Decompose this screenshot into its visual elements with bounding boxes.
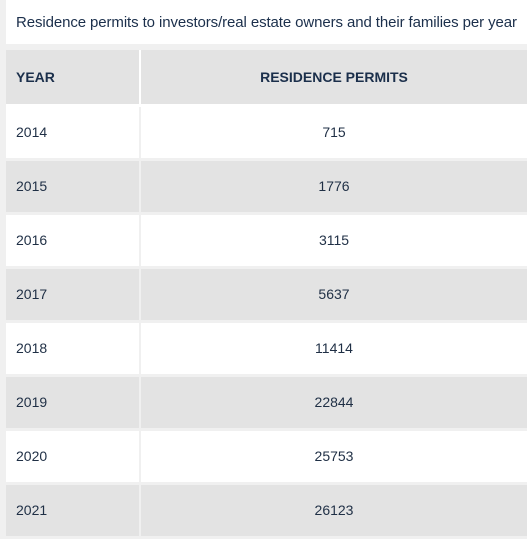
year-cell: 2021	[6, 483, 140, 539]
table-row: 2014 715	[6, 105, 527, 161]
permits-cell: 22844	[139, 375, 527, 431]
permits-cell: 3115	[139, 213, 527, 269]
table-title: Residence permits to investors/real esta…	[16, 13, 517, 31]
permits-cell: 715	[139, 105, 527, 161]
year-cell: 2019	[6, 375, 140, 431]
table-header: YEAR RESIDENCE PERMITS	[6, 50, 527, 107]
table-row: 2016 3115	[6, 213, 527, 269]
year-column-header: YEAR	[6, 50, 140, 107]
table-row: 2017 5637	[6, 267, 527, 323]
table-row: 2019 22844	[6, 375, 527, 431]
table-row: 2018 11414	[6, 321, 527, 377]
table-row: 2015 1776	[6, 159, 527, 215]
table-body: 2014 715 2015 1776 2016 3115 2017 5637 2018 11414…	[6, 105, 527, 539]
year-cell: 2017	[6, 267, 140, 323]
table-row: 2021 26123	[6, 483, 527, 539]
year-cell: 2014	[6, 105, 140, 161]
header-row: YEAR RESIDENCE PERMITS	[6, 50, 527, 107]
year-cell: 2015	[6, 159, 140, 215]
permits-cell: 25753	[139, 429, 527, 485]
permits-table: YEAR RESIDENCE PERMITS 2014 715 2015 1776 20…	[6, 50, 527, 539]
permits-cell: 11414	[139, 321, 527, 377]
permits-table-widget: Residence permits to investors/real esta…	[6, 0, 527, 539]
year-cell: 2020	[6, 429, 140, 485]
permits-cell: 1776	[139, 159, 527, 215]
permits-cell: 26123	[139, 483, 527, 539]
year-cell: 2018	[6, 321, 140, 377]
year-cell: 2016	[6, 213, 140, 269]
permits-cell: 5637	[139, 267, 527, 323]
permits-column-header: RESIDENCE PERMITS	[139, 50, 527, 107]
title-bar: Residence permits to investors/real esta…	[6, 0, 527, 50]
table-row: 2020 25753	[6, 429, 527, 485]
